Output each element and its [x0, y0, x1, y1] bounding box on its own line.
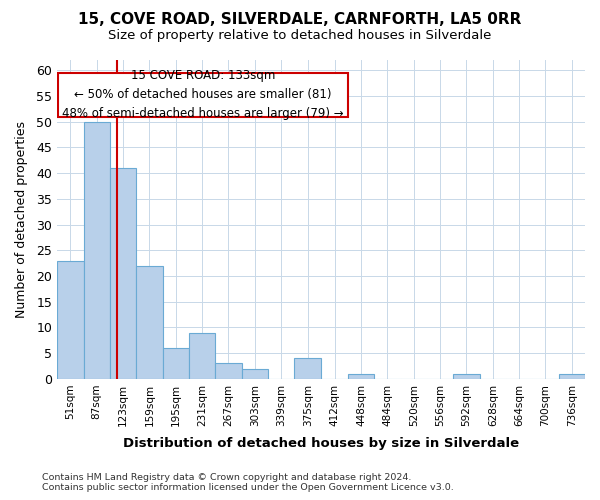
Text: Size of property relative to detached houses in Silverdale: Size of property relative to detached ho…	[109, 29, 491, 42]
Bar	[559, 374, 585, 379]
Bar	[163, 348, 189, 379]
Bar	[110, 168, 136, 379]
Y-axis label: Number of detached properties: Number of detached properties	[15, 121, 28, 318]
Text: 15, COVE ROAD, SILVERDALE, CARNFORTH, LA5 0RR: 15, COVE ROAD, SILVERDALE, CARNFORTH, LA…	[79, 12, 521, 28]
Text: 15 COVE ROAD: 133sqm
← 50% of detached houses are smaller (81)
48% of semi-detac: 15 COVE ROAD: 133sqm ← 50% of detached h…	[62, 69, 344, 120]
FancyBboxPatch shape	[58, 73, 348, 117]
Bar	[136, 266, 163, 379]
Bar	[453, 374, 479, 379]
Bar	[242, 368, 268, 379]
Bar	[189, 332, 215, 379]
Bar	[215, 364, 242, 379]
Bar	[57, 260, 83, 379]
Bar	[295, 358, 321, 379]
Bar	[348, 374, 374, 379]
X-axis label: Distribution of detached houses by size in Silverdale: Distribution of detached houses by size …	[123, 437, 519, 450]
Bar	[83, 122, 110, 379]
Text: Contains HM Land Registry data © Crown copyright and database right 2024.
Contai: Contains HM Land Registry data © Crown c…	[42, 473, 454, 492]
